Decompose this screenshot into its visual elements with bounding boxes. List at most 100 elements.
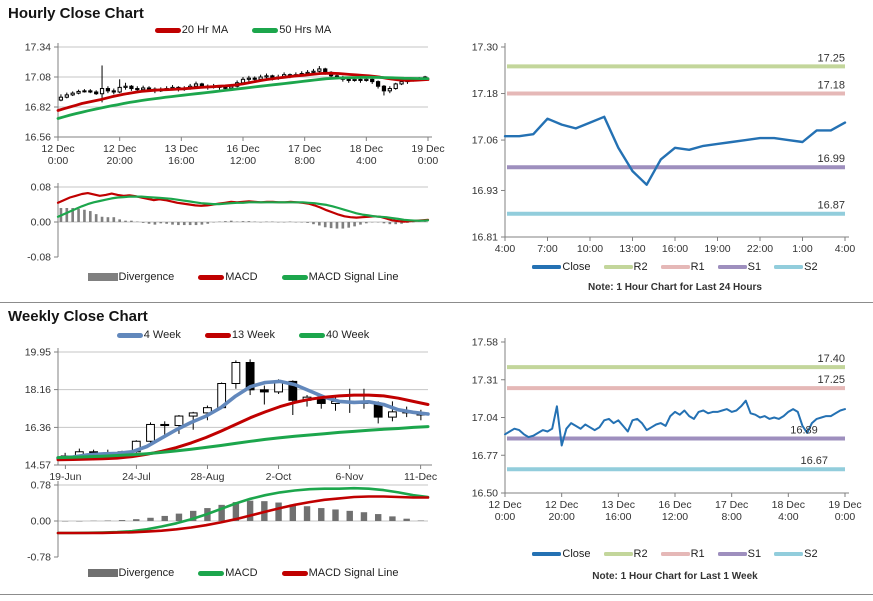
svg-text:19-Jun: 19-Jun bbox=[49, 471, 81, 483]
svg-text:1:00: 1:00 bbox=[792, 243, 813, 255]
svg-text:12:00: 12:00 bbox=[230, 155, 256, 167]
svg-text:16.93: 16.93 bbox=[472, 185, 498, 197]
legend-label: Divergence bbox=[118, 567, 175, 579]
svg-text:16.67: 16.67 bbox=[800, 455, 828, 467]
svg-text:16:00: 16:00 bbox=[605, 511, 631, 523]
legend-swatch-line-icon bbox=[660, 552, 690, 556]
svg-text:4:00: 4:00 bbox=[356, 155, 377, 167]
svg-text:16:00: 16:00 bbox=[662, 243, 688, 255]
svg-text:17.34: 17.34 bbox=[25, 42, 51, 54]
legend-label: 50 Hrs MA bbox=[279, 24, 332, 36]
svg-text:12 Dec: 12 Dec bbox=[41, 143, 74, 155]
hourly-macd-legend: Divergence MACD MACD Signal Line bbox=[58, 271, 428, 283]
svg-text:0.00: 0.00 bbox=[31, 516, 52, 528]
svg-text:13 Dec: 13 Dec bbox=[602, 499, 635, 511]
svg-text:12 Dec: 12 Dec bbox=[103, 143, 136, 155]
legend-label: Divergence bbox=[118, 271, 175, 283]
svg-text:16:00: 16:00 bbox=[168, 155, 194, 167]
legend-item-r2: R2 bbox=[603, 548, 648, 560]
svg-text:0:00: 0:00 bbox=[835, 511, 856, 523]
legend-label: Close bbox=[562, 261, 591, 273]
legend-item-13-week: 13 Week bbox=[204, 329, 275, 341]
legend-swatch-line-icon bbox=[717, 552, 747, 556]
legend-swatch-line-icon bbox=[116, 332, 143, 338]
hourly-macd-chart: 0.08 0.00 -0.08 bbox=[27, 182, 430, 264]
legend-item-50-hrs-ma: 50 Hrs MA bbox=[252, 24, 331, 36]
svg-text:22:00: 22:00 bbox=[747, 243, 773, 255]
weekly-sr-legend: Close R2 R1 S1 S2 bbox=[505, 548, 845, 560]
svg-text:7:00: 7:00 bbox=[537, 243, 558, 255]
svg-text:17.31: 17.31 bbox=[472, 374, 498, 386]
legend-swatch-line-icon bbox=[532, 265, 562, 269]
legend-label: 4 Week bbox=[143, 329, 181, 341]
svg-text:16 Dec: 16 Dec bbox=[658, 499, 691, 511]
legend-label: S2 bbox=[804, 548, 818, 560]
weekly-section-title: Weekly Close Chart bbox=[8, 308, 148, 325]
legend-swatch-line-icon bbox=[603, 552, 633, 556]
legend-item-close: Close bbox=[532, 261, 591, 273]
svg-text:17 Dec: 17 Dec bbox=[288, 143, 321, 155]
svg-text:-0.78: -0.78 bbox=[27, 552, 51, 564]
weekly-close-legend: 4 Week 13 Week 40 Week bbox=[58, 329, 428, 341]
legend-swatch-line-icon bbox=[603, 265, 633, 269]
svg-text:17 Dec: 17 Dec bbox=[715, 499, 748, 511]
svg-text:17.08: 17.08 bbox=[25, 72, 51, 84]
svg-text:24-Jul: 24-Jul bbox=[122, 471, 151, 483]
svg-text:17.18: 17.18 bbox=[472, 88, 498, 100]
legend-item-s1: S1 bbox=[717, 548, 761, 560]
legend-label: R2 bbox=[633, 548, 648, 560]
svg-text:10:00: 10:00 bbox=[577, 243, 603, 255]
svg-text:17.40: 17.40 bbox=[817, 353, 845, 365]
svg-text:17.04: 17.04 bbox=[472, 412, 498, 424]
svg-text:19.95: 19.95 bbox=[25, 347, 51, 359]
section-divider bbox=[0, 302, 873, 303]
svg-text:0:00: 0:00 bbox=[48, 155, 69, 167]
svg-text:18 Dec: 18 Dec bbox=[772, 499, 805, 511]
svg-text:17.06: 17.06 bbox=[472, 135, 498, 147]
svg-text:-0.08: -0.08 bbox=[27, 252, 51, 264]
legend-item-close: Close bbox=[532, 548, 591, 560]
legend-label: 20 Hr MA bbox=[181, 24, 229, 36]
legend-item-r1: R1 bbox=[660, 548, 705, 560]
legend-label: S1 bbox=[747, 261, 762, 273]
legend-label: MACD Signal Line bbox=[308, 567, 399, 579]
svg-text:16.89: 16.89 bbox=[790, 424, 818, 436]
svg-text:4:00: 4:00 bbox=[778, 511, 799, 523]
svg-text:8:00: 8:00 bbox=[294, 155, 315, 167]
legend-item-r2: R2 bbox=[603, 261, 648, 273]
legend-swatch-line-icon bbox=[198, 274, 225, 280]
svg-text:12:00: 12:00 bbox=[662, 511, 688, 523]
legend-swatch-line-icon bbox=[774, 265, 804, 269]
legend-item-macd: MACD bbox=[198, 271, 258, 283]
legend-label: MACD bbox=[225, 567, 258, 579]
svg-text:19 Dec: 19 Dec bbox=[828, 499, 861, 511]
svg-text:8:00: 8:00 bbox=[721, 511, 742, 523]
legend-item-s2: S2 bbox=[774, 548, 818, 560]
legend-swatch-line-icon bbox=[281, 274, 308, 280]
legend-swatch-line-icon bbox=[252, 27, 279, 33]
weekly-macd-legend: Divergence MACD MACD Signal Line bbox=[58, 567, 428, 579]
svg-text:4:00: 4:00 bbox=[495, 243, 516, 255]
legend-swatch-line-icon bbox=[154, 27, 181, 33]
legend-label: Close bbox=[562, 548, 591, 560]
svg-text:16.56: 16.56 bbox=[25, 132, 51, 144]
legend-item-s2: S2 bbox=[774, 261, 818, 273]
svg-text:13:00: 13:00 bbox=[619, 243, 645, 255]
svg-text:6-Nov: 6-Nov bbox=[336, 471, 365, 483]
legend-swatch-line-icon bbox=[717, 265, 747, 269]
hourly-note: Note: 1 Hour Chart for Last 24 Hours bbox=[588, 282, 762, 293]
svg-text:4:00: 4:00 bbox=[835, 243, 856, 255]
weekly-macd-chart: 0.78 0.00 -0.78 bbox=[27, 480, 430, 564]
legend-swatch-line-icon bbox=[660, 265, 690, 269]
svg-text:12 Dec: 12 Dec bbox=[488, 499, 521, 511]
svg-text:0.08: 0.08 bbox=[31, 182, 52, 194]
legend-item-macd-signal-line: MACD Signal Line bbox=[281, 567, 399, 579]
svg-text:16.36: 16.36 bbox=[25, 422, 51, 434]
svg-text:17.18: 17.18 bbox=[817, 80, 845, 92]
legend-swatch-line-icon bbox=[532, 552, 562, 556]
legend-label: MACD bbox=[225, 271, 258, 283]
